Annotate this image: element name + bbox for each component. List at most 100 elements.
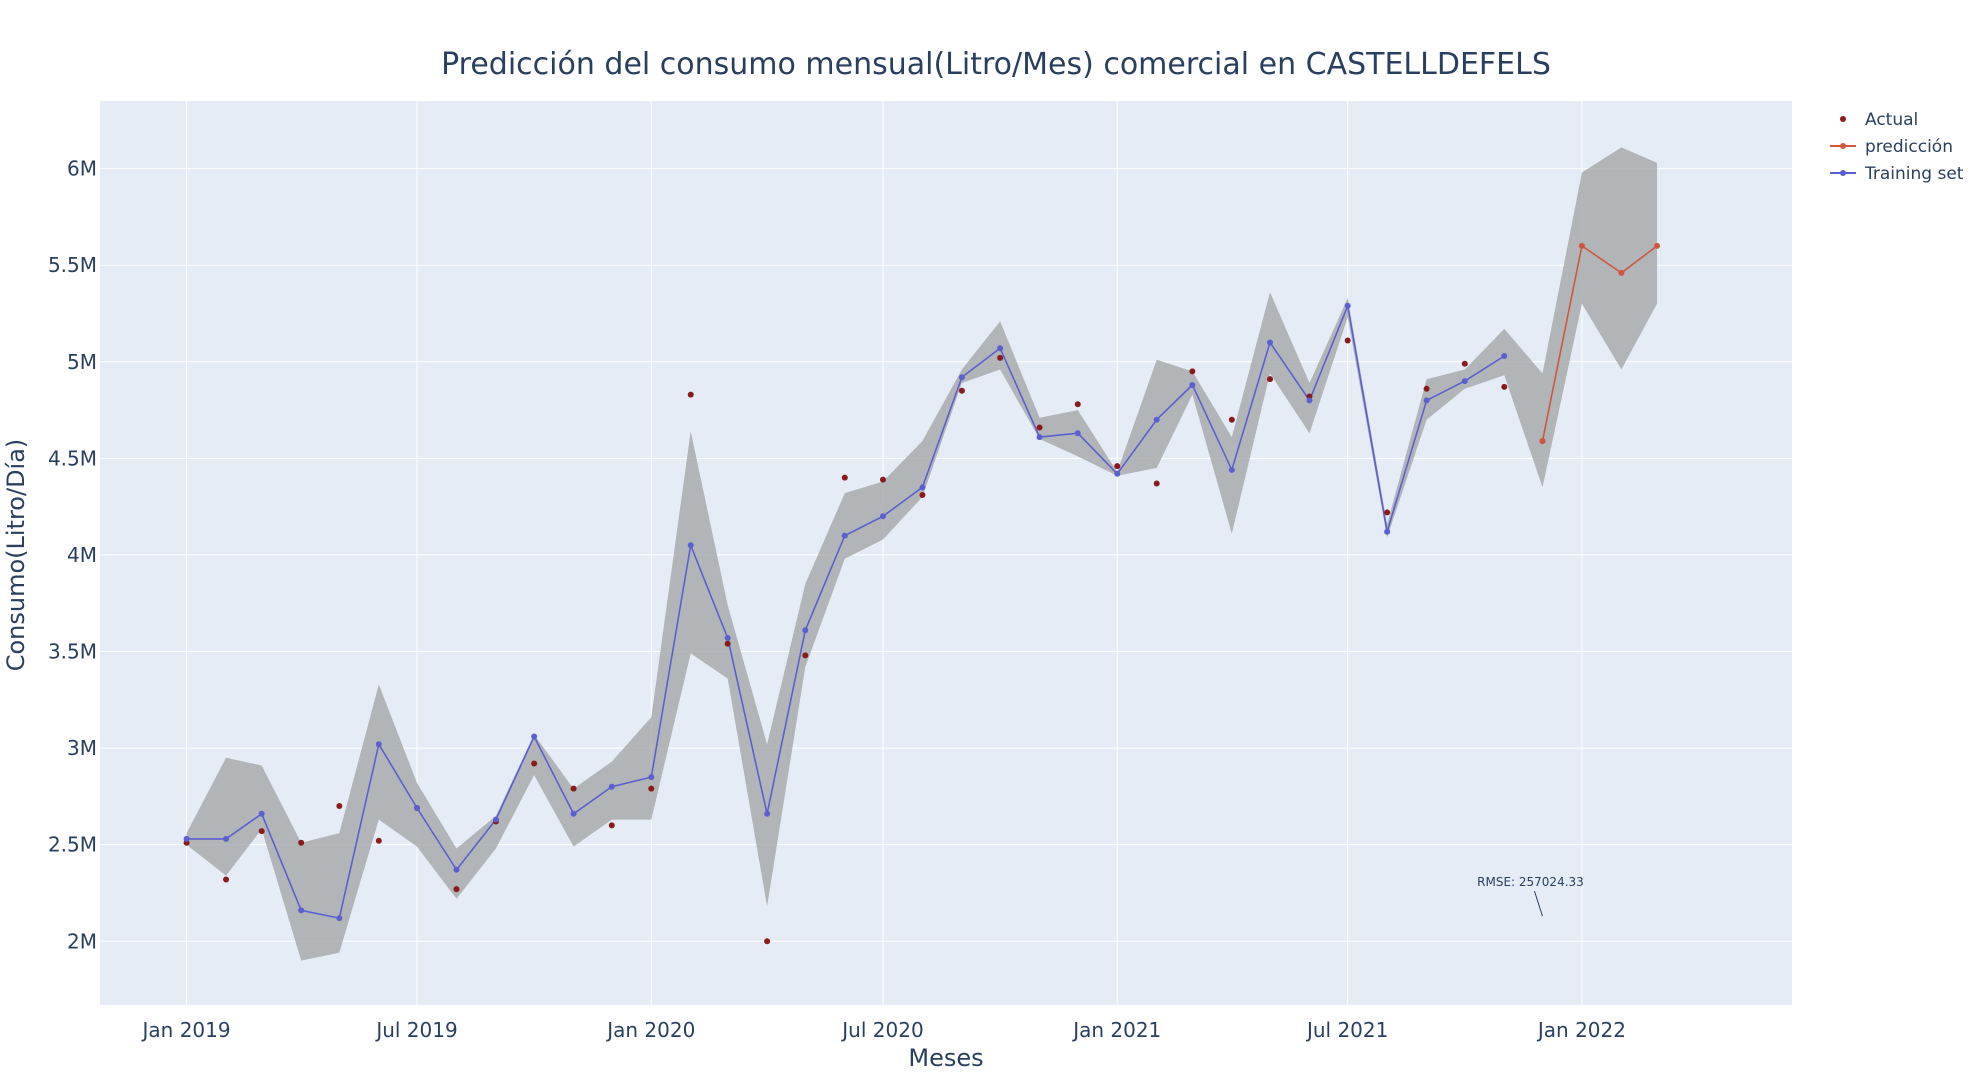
x-tick-label: Jan 2021	[1071, 1018, 1161, 1042]
point-actual	[258, 828, 265, 835]
x-gridlines	[186, 101, 1583, 1005]
y-axis-title: Consumo(Litro/Día)	[2, 439, 30, 672]
point-training-set	[724, 634, 731, 641]
point-actual	[997, 354, 1004, 361]
point-training-set	[802, 627, 809, 634]
point-training-set	[1423, 397, 1430, 404]
x-tick-label: Jul 2019	[374, 1018, 457, 1042]
y-tick-label: 4M	[67, 543, 97, 567]
point-training-set	[531, 733, 538, 740]
point-actual	[841, 474, 848, 481]
legend-item-predicci-n[interactable]: predicción	[1830, 137, 1953, 157]
point-training-set	[1153, 416, 1160, 423]
point-actual	[1267, 376, 1274, 383]
point-actual	[764, 938, 771, 945]
point-actual	[570, 785, 577, 792]
point-actual	[608, 822, 615, 829]
point-training-set	[1501, 352, 1508, 359]
annotation-text: RMSE: 257024.33	[1477, 875, 1584, 889]
point-training-set	[1306, 397, 1313, 404]
confidence-band-area	[186, 147, 1658, 961]
point-actual	[1189, 368, 1196, 375]
y-tick-label: 5M	[67, 350, 97, 374]
rmse-annotation: RMSE: 257024.33	[1477, 875, 1584, 917]
legend-swatch-marker-predicci-n	[1840, 143, 1846, 149]
point-predicci-n	[1618, 269, 1625, 276]
point-training-set	[298, 907, 305, 914]
legend-label-actual: Actual	[1865, 110, 1918, 130]
point-training-set	[570, 810, 577, 817]
point-training-set	[841, 532, 848, 539]
point-training-set	[958, 374, 965, 381]
x-tick-labels: Jan 2019 Jul 2019 Jan 2020 Jul 2020 Jan 2021…	[141, 1018, 1626, 1042]
point-training-set	[1344, 302, 1351, 309]
x-tick-label: Jan 2019	[141, 1018, 231, 1042]
point-training-set	[492, 816, 499, 823]
point-actual	[1384, 509, 1391, 516]
y-tick-label: 2.5M	[48, 833, 97, 857]
y-tick-label: 5.5M	[48, 253, 97, 277]
legend-swatch-marker-actual	[1840, 116, 1846, 122]
confidence-band	[186, 147, 1658, 961]
point-actual	[1153, 480, 1160, 487]
point-training-set	[1384, 528, 1391, 535]
point-actual	[223, 876, 230, 883]
legend-swatch-marker-training-set	[1840, 170, 1846, 176]
y-tick-label: 3M	[67, 736, 97, 760]
point-actual	[958, 387, 965, 394]
point-predicci-n	[1578, 242, 1585, 249]
point-actual	[1074, 401, 1081, 408]
legend[interactable]: Actual predicción Training set	[1830, 110, 1964, 184]
point-actual	[802, 652, 809, 659]
point-training-set	[1267, 339, 1274, 346]
point-training-set	[1461, 378, 1468, 385]
point-actual	[298, 839, 305, 846]
point-actual	[1114, 463, 1121, 470]
point-predicci-n	[1654, 242, 1661, 249]
point-actual	[919, 492, 926, 499]
point-actual	[1423, 385, 1430, 392]
point-actual	[1228, 416, 1235, 423]
point-training-set	[919, 484, 926, 491]
point-actual	[1036, 424, 1043, 431]
point-actual	[1344, 337, 1351, 344]
legend-label-training-set: Training set	[1864, 164, 1964, 184]
point-training-set	[1114, 470, 1121, 477]
point-training-set	[453, 866, 460, 873]
y-tick-label: 6M	[67, 157, 97, 181]
point-training-set	[414, 804, 421, 811]
point-actual	[724, 640, 731, 647]
point-training-set	[648, 774, 655, 781]
point-actual	[1461, 360, 1468, 367]
point-predicci-n	[1539, 437, 1546, 444]
point-training-set	[1228, 466, 1235, 473]
legend-item-actual[interactable]: Actual	[1840, 110, 1918, 130]
series-markers	[183, 242, 1661, 945]
point-training-set	[764, 810, 771, 817]
y-tick-label: 4.5M	[48, 446, 97, 470]
x-axis-title: Meses	[908, 1044, 983, 1072]
point-training-set	[997, 345, 1004, 352]
annotation-arrow	[1533, 890, 1543, 917]
y-tick-label: 2M	[67, 929, 97, 953]
legend-item-training-set[interactable]: Training set	[1830, 164, 1964, 184]
x-tick-label: Jul 2021	[1305, 1018, 1388, 1042]
point-actual	[687, 391, 694, 398]
x-tick-label: Jan 2020	[605, 1018, 695, 1042]
plot-area	[100, 101, 1792, 1005]
y-tick-label: 3.5M	[48, 640, 97, 664]
point-actual	[336, 803, 343, 810]
chart-title: Predicción del consumo mensual(Litro/Mes…	[441, 47, 1551, 82]
x-tick-label: Jan 2022	[1536, 1018, 1626, 1042]
y-gridlines	[100, 168, 1792, 942]
point-training-set	[336, 915, 343, 922]
point-training-set	[223, 835, 230, 842]
point-actual	[1501, 383, 1508, 390]
x-tick-label: Jul 2020	[840, 1018, 923, 1042]
point-training-set	[1074, 430, 1081, 437]
point-training-set	[1189, 381, 1196, 388]
point-training-set	[375, 741, 382, 748]
point-training-set	[608, 783, 615, 790]
